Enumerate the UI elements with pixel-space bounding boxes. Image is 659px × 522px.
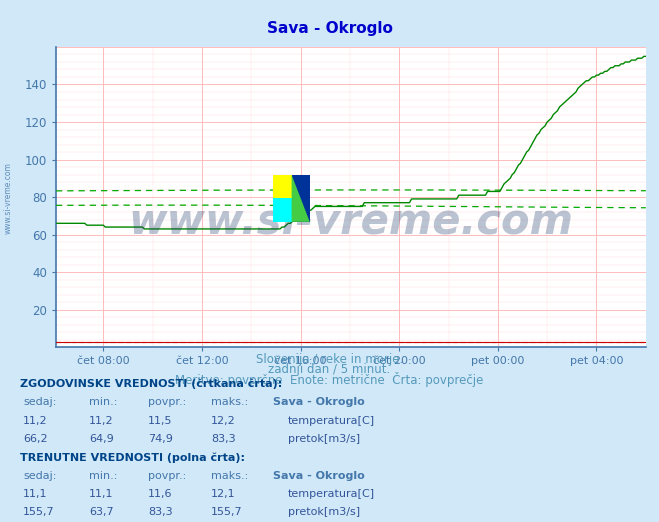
- Text: maks.:: maks.:: [211, 470, 248, 481]
- Text: maks.:: maks.:: [211, 397, 248, 407]
- Text: 12,1: 12,1: [211, 490, 235, 500]
- Text: 11,6: 11,6: [148, 490, 173, 500]
- Text: Sava - Okroglo: Sava - Okroglo: [273, 397, 365, 407]
- Text: 11,2: 11,2: [89, 416, 113, 426]
- Text: Slovenija / reke in morje.: Slovenija / reke in morje.: [256, 353, 403, 366]
- Bar: [273, 198, 291, 222]
- Text: pretok[m3/s]: pretok[m3/s]: [288, 434, 360, 444]
- Text: 74,9: 74,9: [148, 434, 173, 444]
- Text: 66,2: 66,2: [23, 434, 47, 444]
- Text: sedaj:: sedaj:: [23, 470, 57, 481]
- Text: www.si-vreme.com: www.si-vreme.com: [129, 200, 573, 242]
- Text: sedaj:: sedaj:: [23, 397, 57, 407]
- Text: Meritve: povprčne  Enote: metrične  Črta: povprečje: Meritve: povprčne Enote: metrične Črta: …: [175, 372, 484, 387]
- Polygon shape: [291, 175, 310, 222]
- Text: 12,2: 12,2: [211, 416, 236, 426]
- Text: 83,3: 83,3: [148, 507, 173, 517]
- Bar: [273, 175, 291, 198]
- Polygon shape: [291, 175, 310, 222]
- Text: pretok[m3/s]: pretok[m3/s]: [288, 507, 360, 517]
- Text: ZGODOVINSKE VREDNOSTI (črtkana črta):: ZGODOVINSKE VREDNOSTI (črtkana črta):: [20, 379, 282, 389]
- Text: 11,1: 11,1: [89, 490, 113, 500]
- Text: 155,7: 155,7: [23, 507, 55, 517]
- Text: povpr.:: povpr.:: [148, 397, 186, 407]
- Text: 83,3: 83,3: [211, 434, 235, 444]
- Text: 11,1: 11,1: [23, 490, 47, 500]
- Text: zadnji dan / 5 minut.: zadnji dan / 5 minut.: [268, 363, 391, 376]
- Text: min.:: min.:: [89, 470, 117, 481]
- Text: 155,7: 155,7: [211, 507, 243, 517]
- Text: 64,9: 64,9: [89, 434, 114, 444]
- Text: www.si-vreme.com: www.si-vreme.com: [3, 162, 13, 234]
- Text: Sava - Okroglo: Sava - Okroglo: [273, 470, 365, 481]
- Text: temperatura[C]: temperatura[C]: [288, 490, 375, 500]
- Text: 11,5: 11,5: [148, 416, 173, 426]
- Text: min.:: min.:: [89, 397, 117, 407]
- Text: 11,2: 11,2: [23, 416, 47, 426]
- Text: povpr.:: povpr.:: [148, 470, 186, 481]
- Text: temperatura[C]: temperatura[C]: [288, 416, 375, 426]
- Text: Sava - Okroglo: Sava - Okroglo: [266, 21, 393, 36]
- Text: 63,7: 63,7: [89, 507, 113, 517]
- Text: TRENUTNE VREDNOSTI (polna črta):: TRENUTNE VREDNOSTI (polna črta):: [20, 452, 244, 462]
